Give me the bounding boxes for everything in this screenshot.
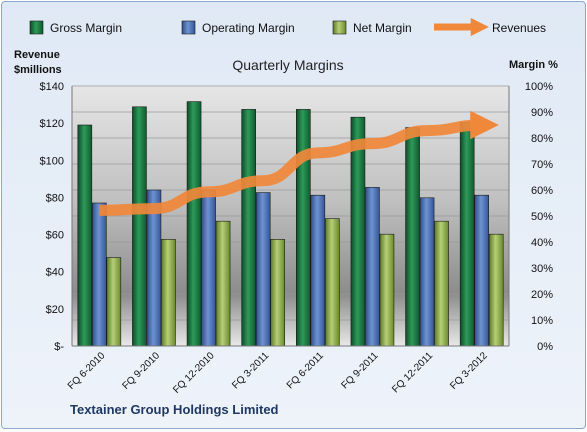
bar-net-margin (379, 233, 395, 347)
chart-title: Quarterly Margins (232, 57, 343, 73)
legend-label: Net Margin (353, 21, 412, 35)
bar-gross-margin (186, 101, 202, 347)
y-right-tick-label: 20% (531, 289, 553, 301)
footer-company-name: Textainer Group Holdings Limited (70, 402, 279, 417)
y-right-tick-label: 0% (537, 341, 553, 353)
y-left-tick-label: $120 (40, 118, 64, 130)
bar-operating-margin (419, 197, 435, 347)
bar-gross-margin (132, 106, 147, 347)
legend-swatch (181, 20, 196, 35)
bar-gross-margin (459, 122, 475, 347)
y-left-tick-label: $100 (40, 155, 64, 167)
bar-gross-margin (405, 127, 420, 347)
legend-label: Gross Margin (50, 21, 122, 35)
y-right-tick-label: 60% (531, 185, 553, 197)
y-right-tick-label: 10% (531, 315, 553, 327)
x-tick-label: FQ 12-2011 (390, 350, 435, 395)
legend: Gross Margin Operating Margin Net Margin Re… (29, 17, 546, 37)
bar-net-margin (434, 220, 449, 347)
y-left-label-line2: $millions (14, 64, 62, 76)
bar-operating-margin (255, 192, 271, 347)
x-tick-label: FQ 3-2012 (448, 350, 490, 392)
y-right-tick-label: 80% (531, 133, 553, 145)
legend-swatch (29, 20, 44, 35)
y-right-tick-label: 90% (531, 107, 553, 119)
bar-operating-margin (474, 194, 489, 347)
x-tick-label: FQ 12-2010 (171, 350, 217, 396)
legend-label: Revenues (492, 21, 546, 35)
y-right-label: Margin % (509, 59, 558, 71)
bar-net-margin (215, 220, 231, 347)
bar-net-margin (325, 218, 340, 347)
bar-net-margin (161, 239, 176, 347)
bar-net-margin (488, 233, 504, 347)
y-left-tick-label: $140 (40, 81, 64, 93)
y-right-tick-label: 30% (531, 263, 553, 275)
y-left-tick-label: $- (54, 341, 64, 353)
bar-net-margin (270, 239, 285, 347)
bar-operating-margin (92, 202, 107, 347)
y-right-tick-label: 40% (531, 237, 553, 249)
bar-gross-margin (77, 124, 93, 347)
bar-net-margin (106, 257, 122, 347)
y-left-tick-label: $60 (46, 230, 64, 242)
bar-gross-margin (296, 109, 311, 347)
bar-operating-margin (201, 189, 216, 347)
legend-swatch (332, 20, 347, 35)
y-left-tick-label: $40 (46, 267, 64, 279)
x-tick-label: FQ 9-2010 (120, 350, 162, 392)
y-left-tick-label: $20 (46, 304, 64, 316)
bar-gross-margin (241, 109, 256, 347)
y-right-tick-label: 50% (531, 211, 553, 223)
revenues-line (99, 110, 499, 216)
x-tick-label: FQ 3-2011 (230, 350, 271, 391)
bar-operating-margin (365, 187, 380, 347)
y-left-label-line1: Revenue (14, 49, 60, 61)
x-tick-label: FQ 9-2011 (340, 350, 381, 391)
y-right-tick-label: 70% (531, 159, 553, 171)
bar-operating-margin (310, 194, 326, 347)
x-tick-label: FQ 6-2010 (66, 350, 108, 392)
y-right-tick-label: 100% (525, 81, 553, 93)
y-left-tick-label: $80 (46, 192, 64, 204)
x-tick-label: FQ 6-2011 (285, 350, 326, 391)
revenue-line-layer (99, 110, 499, 216)
legend-label: Operating Margin (202, 21, 295, 35)
